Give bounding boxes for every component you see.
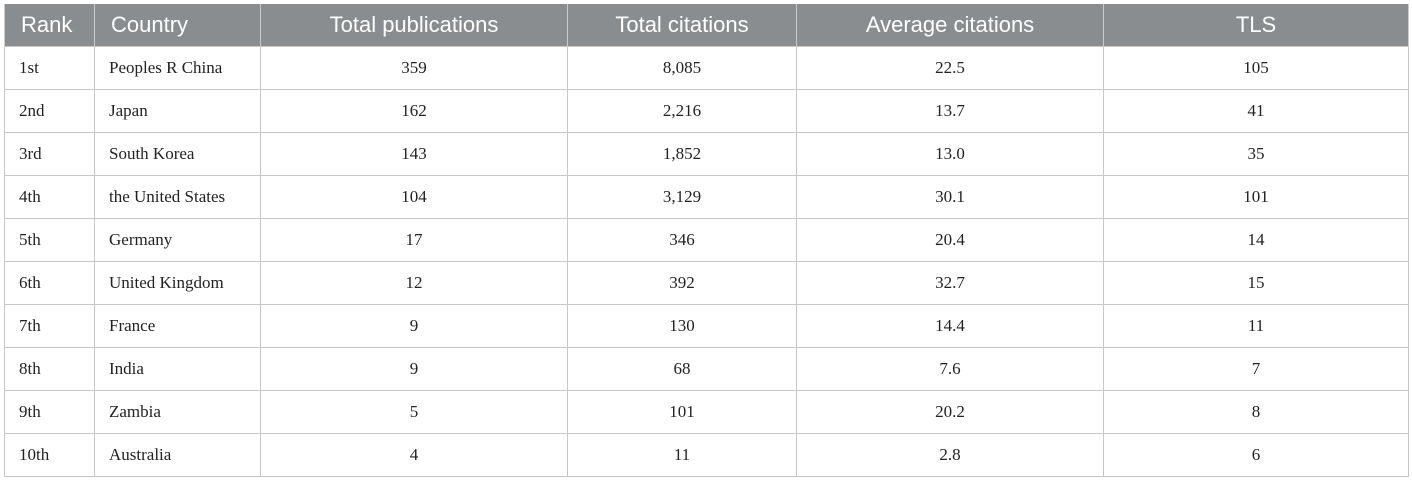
table-row: 7th France 9 130 14.4 11 — [4, 304, 1409, 348]
table-row: 5th Germany 17 346 20.4 14 — [4, 218, 1409, 262]
cell-total-citations: 2,216 — [567, 89, 797, 133]
cell-country: Zambia — [94, 390, 261, 434]
cell-total-publications: 104 — [260, 175, 568, 219]
cell-average-citations: 30.1 — [796, 175, 1104, 219]
cell-total-publications: 9 — [260, 347, 568, 391]
cell-tls: 101 — [1103, 175, 1409, 219]
cell-total-citations: 3,129 — [567, 175, 797, 219]
cell-tls: 8 — [1103, 390, 1409, 434]
cell-country: France — [94, 304, 261, 348]
cell-rank: 3rd — [4, 132, 95, 176]
header-row: Rank Country Total publications Total ci… — [4, 4, 1409, 47]
cell-total-citations: 130 — [567, 304, 797, 348]
table-header: Rank Country Total publications Total ci… — [4, 4, 1409, 47]
table-row: 2nd Japan 162 2,216 13.7 41 — [4, 89, 1409, 133]
cell-average-citations: 20.4 — [796, 218, 1104, 262]
table-row: 1st Peoples R China 359 8,085 22.5 105 — [4, 46, 1409, 90]
cell-average-citations: 13.7 — [796, 89, 1104, 133]
table-row: 8th India 9 68 7.6 7 — [4, 347, 1409, 391]
cell-total-publications: 9 — [260, 304, 568, 348]
header-tls: TLS — [1103, 4, 1409, 47]
data-table-container: Rank Country Total publications Total ci… — [4, 4, 1409, 477]
cell-rank: 8th — [4, 347, 95, 391]
cell-country: India — [94, 347, 261, 391]
header-total-citations: Total citations — [567, 4, 797, 47]
cell-country: Japan — [94, 89, 261, 133]
cell-rank: 1st — [4, 46, 95, 90]
cell-country: United Kingdom — [94, 261, 261, 305]
cell-tls: 7 — [1103, 347, 1409, 391]
cell-tls: 11 — [1103, 304, 1409, 348]
cell-rank: 5th — [4, 218, 95, 262]
cell-total-citations: 8,085 — [567, 46, 797, 90]
cell-total-citations: 68 — [567, 347, 797, 391]
cell-rank: 4th — [4, 175, 95, 219]
cell-average-citations: 20.2 — [796, 390, 1104, 434]
cell-country: Germany — [94, 218, 261, 262]
country-ranking-table: Rank Country Total publications Total ci… — [4, 4, 1409, 477]
cell-rank: 10th — [4, 433, 95, 477]
cell-tls: 14 — [1103, 218, 1409, 262]
cell-rank: 6th — [4, 261, 95, 305]
table-row: 9th Zambia 5 101 20.2 8 — [4, 390, 1409, 434]
cell-average-citations: 32.7 — [796, 261, 1104, 305]
cell-rank: 9th — [4, 390, 95, 434]
cell-average-citations: 14.4 — [796, 304, 1104, 348]
cell-tls: 35 — [1103, 132, 1409, 176]
cell-country: Peoples R China — [94, 46, 261, 90]
header-total-publications: Total publications — [260, 4, 568, 47]
cell-tls: 105 — [1103, 46, 1409, 90]
cell-total-citations: 346 — [567, 218, 797, 262]
cell-country: the United States — [94, 175, 261, 219]
cell-country: Australia — [94, 433, 261, 477]
cell-rank: 7th — [4, 304, 95, 348]
cell-average-citations: 22.5 — [796, 46, 1104, 90]
cell-average-citations: 7.6 — [796, 347, 1104, 391]
table-row: 6th United Kingdom 12 392 32.7 15 — [4, 261, 1409, 305]
table-row: 3rd South Korea 143 1,852 13.0 35 — [4, 132, 1409, 176]
header-average-citations: Average citations — [796, 4, 1104, 47]
cell-total-citations: 1,852 — [567, 132, 797, 176]
cell-tls: 6 — [1103, 433, 1409, 477]
cell-rank: 2nd — [4, 89, 95, 133]
table-row: 4th the United States 104 3,129 30.1 101 — [4, 175, 1409, 219]
cell-total-publications: 162 — [260, 89, 568, 133]
cell-total-citations: 11 — [567, 433, 797, 477]
cell-tls: 41 — [1103, 89, 1409, 133]
cell-country: South Korea — [94, 132, 261, 176]
cell-total-publications: 5 — [260, 390, 568, 434]
cell-average-citations: 2.8 — [796, 433, 1104, 477]
table-body: 1st Peoples R China 359 8,085 22.5 105 2… — [4, 46, 1409, 477]
header-rank: Rank — [4, 4, 95, 47]
cell-total-publications: 12 — [260, 261, 568, 305]
cell-total-publications: 143 — [260, 132, 568, 176]
cell-total-citations: 392 — [567, 261, 797, 305]
cell-total-publications: 359 — [260, 46, 568, 90]
table-row: 10th Australia 4 11 2.8 6 — [4, 433, 1409, 477]
cell-total-citations: 101 — [567, 390, 797, 434]
cell-total-publications: 17 — [260, 218, 568, 262]
cell-tls: 15 — [1103, 261, 1409, 305]
header-country: Country — [94, 4, 261, 47]
cell-total-publications: 4 — [260, 433, 568, 477]
cell-average-citations: 13.0 — [796, 132, 1104, 176]
